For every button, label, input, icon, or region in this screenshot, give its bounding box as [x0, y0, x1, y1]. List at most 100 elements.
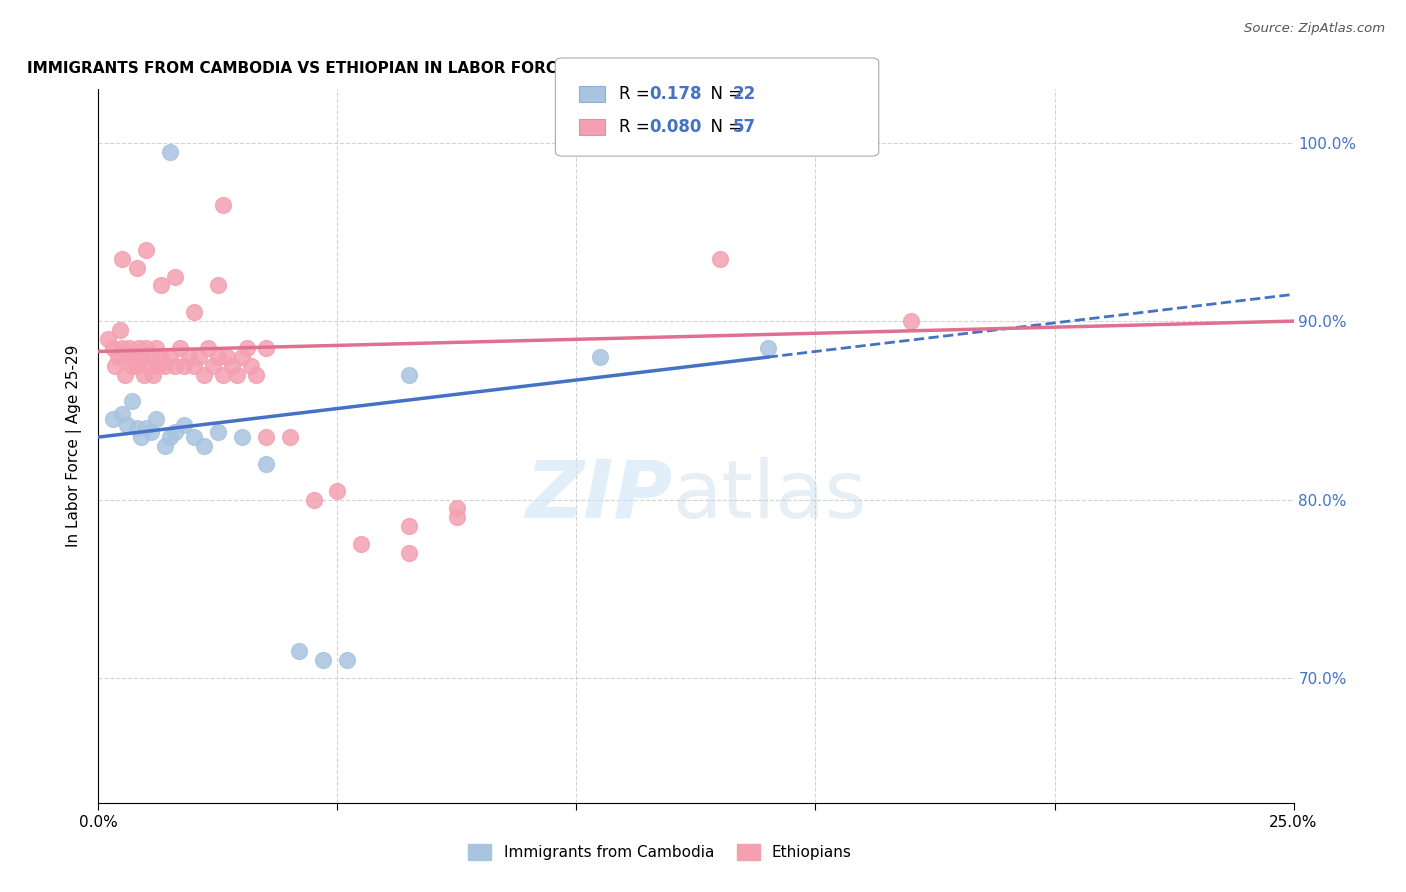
Text: 0.080: 0.080 [650, 118, 702, 136]
Point [124, 350, 146, 364]
Point [709, 252, 731, 266]
Point [111, 252, 134, 266]
Text: ZIP: ZIP [524, 457, 672, 535]
Point [211, 368, 233, 382]
Point [159, 430, 181, 444]
Point [155, 439, 177, 453]
Point [139, 350, 162, 364]
Point [173, 359, 195, 373]
Text: atlas: atlas [672, 457, 866, 535]
Point [159, 145, 181, 159]
Point [900, 314, 922, 328]
Point [183, 359, 205, 373]
Point [115, 350, 138, 364]
Point [139, 425, 162, 439]
Point [121, 359, 143, 373]
Point [125, 421, 148, 435]
Text: N =: N = [700, 85, 748, 103]
Point [350, 537, 373, 551]
Point [108, 323, 131, 337]
Point [169, 341, 191, 355]
Point [193, 368, 215, 382]
Point [288, 644, 311, 658]
Point [163, 359, 186, 373]
Point [207, 278, 229, 293]
Point [114, 368, 136, 382]
Point [207, 350, 229, 364]
Point [312, 653, 335, 667]
Point [326, 483, 349, 498]
Point [245, 368, 267, 382]
Text: R =: R = [619, 118, 659, 136]
Point [135, 421, 157, 435]
Point [97, 332, 120, 346]
Point [155, 359, 177, 373]
Text: R =: R = [619, 85, 659, 103]
Point [217, 350, 239, 364]
Point [231, 430, 253, 444]
Text: N =: N = [700, 118, 748, 136]
Point [231, 350, 253, 364]
Point [398, 368, 420, 382]
Point [145, 412, 167, 426]
Point [254, 430, 277, 444]
Point [135, 243, 157, 257]
Point [142, 368, 165, 382]
Point [111, 407, 134, 421]
Point [163, 425, 186, 439]
Y-axis label: In Labor Force | Age 25-29: In Labor Force | Age 25-29 [66, 345, 83, 547]
Point [121, 394, 143, 409]
Point [278, 430, 301, 444]
Point [135, 341, 157, 355]
Point [226, 368, 249, 382]
Point [128, 341, 150, 355]
Text: 57: 57 [733, 118, 755, 136]
Point [187, 350, 209, 364]
Point [138, 359, 160, 373]
Point [163, 269, 186, 284]
Point [115, 417, 138, 432]
Text: 0.178: 0.178 [650, 85, 702, 103]
Point [179, 350, 201, 364]
Point [131, 430, 153, 444]
Point [197, 341, 219, 355]
Point [589, 350, 612, 364]
Point [398, 546, 420, 560]
Point [148, 359, 170, 373]
Point [118, 341, 141, 355]
Point [235, 341, 257, 355]
Point [183, 305, 205, 319]
Point [211, 198, 233, 212]
Point [173, 417, 195, 432]
Point [104, 359, 127, 373]
Point [149, 278, 172, 293]
Point [446, 501, 468, 516]
Point [111, 341, 134, 355]
Point [132, 368, 155, 382]
Point [183, 430, 205, 444]
Point [101, 412, 124, 426]
Point [145, 341, 167, 355]
Point [193, 439, 215, 453]
Point [125, 359, 148, 373]
Point [125, 260, 148, 275]
Point [149, 350, 172, 364]
Text: 22: 22 [733, 85, 756, 103]
Point [398, 519, 420, 533]
Point [221, 359, 243, 373]
Point [131, 350, 153, 364]
Legend: Immigrants from Cambodia, Ethiopians: Immigrants from Cambodia, Ethiopians [463, 838, 858, 866]
Point [202, 359, 225, 373]
Point [446, 510, 468, 524]
Point [254, 457, 277, 471]
Point [336, 653, 359, 667]
Point [254, 341, 277, 355]
Point [302, 492, 325, 507]
Text: IMMIGRANTS FROM CAMBODIA VS ETHIOPIAN IN LABOR FORCE | AGE 25-29 CORRELATION CHA: IMMIGRANTS FROM CAMBODIA VS ETHIOPIAN IN… [27, 61, 860, 77]
Point [159, 350, 181, 364]
Text: Source: ZipAtlas.com: Source: ZipAtlas.com [1244, 22, 1385, 36]
Point [101, 341, 124, 355]
Point [756, 341, 779, 355]
Point [207, 425, 229, 439]
Point [240, 359, 263, 373]
